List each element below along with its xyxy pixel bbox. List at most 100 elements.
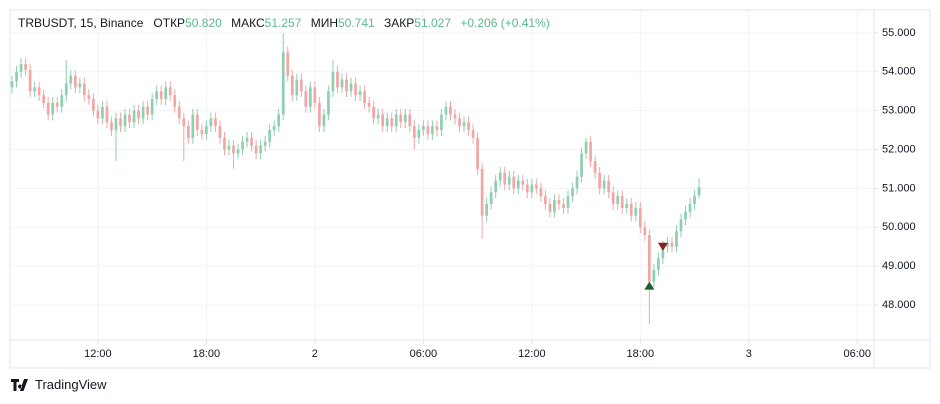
candle-body xyxy=(236,149,240,154)
candle-body xyxy=(200,130,204,134)
plot xyxy=(10,32,701,325)
candle-body xyxy=(209,118,213,127)
candle-body xyxy=(684,211,687,220)
candle-body xyxy=(119,118,122,127)
open-label: ОТКР xyxy=(153,16,186,30)
candle-body xyxy=(132,110,136,123)
candle-body xyxy=(42,95,46,103)
candle-body xyxy=(571,188,574,197)
candle-body xyxy=(128,114,131,123)
x-tick-label: 06:00 xyxy=(410,348,438,360)
candle-body xyxy=(589,141,592,162)
candle-body xyxy=(327,91,330,115)
y-tick-label: 55.000 xyxy=(882,27,916,39)
candle-body xyxy=(516,180,520,189)
candle-body xyxy=(259,145,262,154)
candle-body xyxy=(15,71,18,82)
candle-body xyxy=(367,102,371,107)
high-label: МАКС xyxy=(231,16,265,30)
candle-body xyxy=(277,114,281,127)
candle-body xyxy=(46,102,50,115)
brand-name: TradingView xyxy=(35,377,107,392)
candle-body xyxy=(417,130,421,138)
candle-body xyxy=(521,180,525,185)
candle-body xyxy=(87,95,91,100)
candle-body xyxy=(480,168,484,216)
candle-body xyxy=(254,145,258,154)
candle-body xyxy=(263,141,267,146)
y-tick-label: 48.000 xyxy=(882,299,916,311)
candle-body xyxy=(286,52,290,76)
candle-body xyxy=(205,126,208,134)
y-tick-label: 52.000 xyxy=(882,143,916,155)
candle-body xyxy=(173,95,177,107)
x-tick-label: 2 xyxy=(312,348,318,360)
candle-body xyxy=(82,83,86,96)
candle-body xyxy=(19,64,23,72)
candle-body xyxy=(421,126,425,131)
y-tick-label: 49.000 xyxy=(882,260,916,272)
candle-body xyxy=(345,79,348,92)
candle-body xyxy=(24,64,27,70)
candle-body xyxy=(96,110,100,119)
grid xyxy=(10,10,874,340)
candle-body xyxy=(10,81,14,88)
candle-body xyxy=(313,87,317,103)
candle-body xyxy=(399,114,403,123)
candle-body xyxy=(562,203,565,208)
candle-body xyxy=(141,106,145,119)
candle-body xyxy=(408,114,412,127)
y-tick-label: 53.000 xyxy=(882,105,916,117)
candle-body xyxy=(295,79,299,96)
candle-body xyxy=(150,99,154,115)
x-tick-label: 06:00 xyxy=(844,348,872,360)
candle-body xyxy=(73,75,77,88)
candle-body xyxy=(525,184,529,193)
candle-body xyxy=(629,203,633,216)
candle-body xyxy=(101,106,104,119)
signal-marker xyxy=(644,281,655,290)
candle-body xyxy=(539,188,543,197)
candle-body xyxy=(462,122,466,127)
candle-body xyxy=(340,79,344,88)
candle-body xyxy=(191,114,195,138)
candle-body xyxy=(37,87,41,96)
candle-body xyxy=(114,118,118,131)
candle-body xyxy=(69,75,73,84)
candle-body xyxy=(453,114,457,119)
candle-body xyxy=(494,180,498,193)
y-tick-label: 54.000 xyxy=(882,66,916,78)
candle-body xyxy=(349,83,353,92)
candle-body xyxy=(507,176,511,185)
candle-body xyxy=(155,91,159,100)
candle-body xyxy=(214,118,217,127)
candle-body xyxy=(634,207,638,216)
candle-body xyxy=(182,118,186,127)
candle-body xyxy=(652,270,656,282)
candle-body xyxy=(390,118,394,127)
candle-body xyxy=(435,126,439,131)
candle-body xyxy=(625,203,629,208)
candle-body xyxy=(476,137,479,169)
candle-body xyxy=(566,196,570,208)
brand[interactable]: TradingView xyxy=(11,377,107,392)
frame xyxy=(9,9,931,369)
candle-body xyxy=(146,106,149,115)
candle-body xyxy=(638,207,642,228)
candle-body xyxy=(268,130,272,142)
candle-body xyxy=(412,126,416,138)
candle-body xyxy=(33,87,36,92)
signal-marker xyxy=(657,242,668,251)
candle-body xyxy=(593,161,597,173)
candle-body xyxy=(159,91,163,100)
candle-body xyxy=(544,196,547,204)
candle-body xyxy=(503,172,507,185)
candle-body xyxy=(530,184,534,193)
candle-body xyxy=(512,176,516,189)
candle-body xyxy=(485,203,488,216)
candle-body xyxy=(354,83,357,96)
x-tick-label: 18:00 xyxy=(193,348,221,360)
